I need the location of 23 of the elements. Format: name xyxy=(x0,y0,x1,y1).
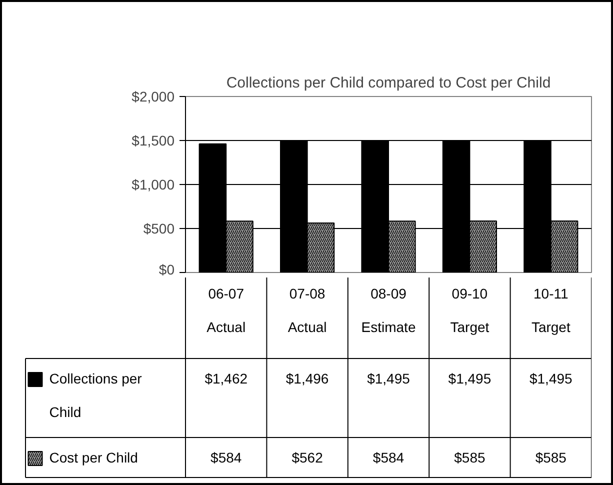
category-label: 09-10 Target xyxy=(450,286,490,336)
data-label: $585 xyxy=(454,450,486,466)
y-tick-label: $2,000 xyxy=(132,88,175,104)
category-label: 10-11 Target xyxy=(531,286,570,336)
data-label: $1,462 xyxy=(204,370,248,386)
legend-label: Cost per Child xyxy=(49,450,138,466)
category-label: 08-09 Estimate xyxy=(361,286,416,336)
data-label: $585 xyxy=(535,450,567,466)
y-tick-label: $1,000 xyxy=(132,176,175,192)
text: Collections per Child xyxy=(49,370,142,420)
category-label: 07-08 Actual xyxy=(288,286,327,336)
data-label: $1,495 xyxy=(529,370,573,386)
data-label: $1,495 xyxy=(448,370,492,386)
y-tick-label: $500 xyxy=(143,220,175,236)
data-label: $584 xyxy=(372,450,404,466)
chart-title: Collections per Child compared to Cost per Child xyxy=(226,74,551,92)
y-tick-label: $1,500 xyxy=(132,132,175,148)
data-label: $562 xyxy=(292,450,324,466)
category-label: 06-07 Actual xyxy=(206,286,246,336)
data-label: $584 xyxy=(210,450,242,466)
y-tick-label: $0 xyxy=(158,262,175,278)
data-label: $1,496 xyxy=(286,370,329,386)
data-label: $1,495 xyxy=(367,370,410,386)
